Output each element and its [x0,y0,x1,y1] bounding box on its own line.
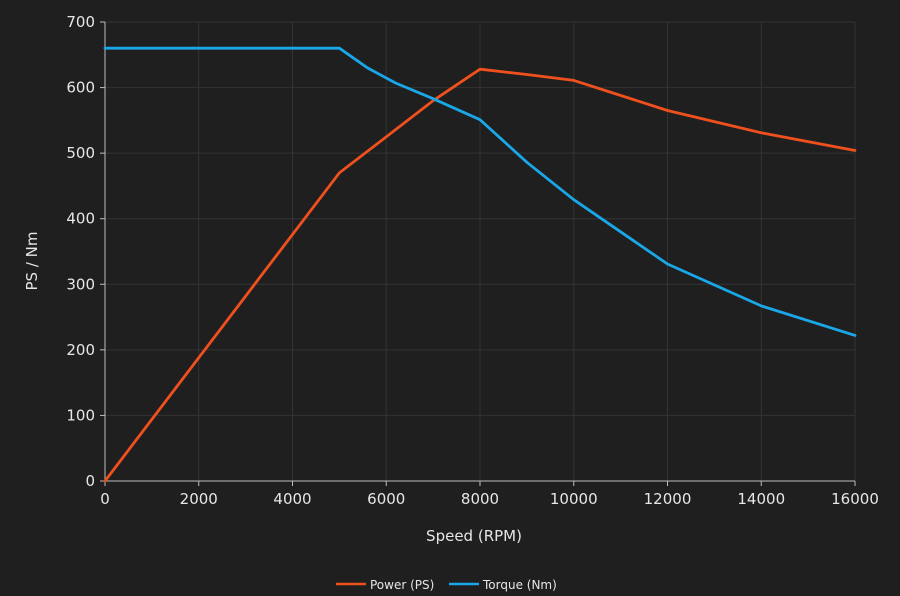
legend-label-torque: Torque (Nm) [482,578,557,592]
legend-item-torque[interactable]: Torque (Nm) [449,578,557,592]
x-tick-label-6: 12000 [644,490,692,508]
y-tick-label-5: 500 [66,144,95,162]
y-tick-label-4: 400 [66,210,95,228]
legend-label-power: Power (PS) [370,578,434,592]
x-tick-label-4: 8000 [461,490,499,508]
x-axis-title: Speed (RPM) [426,527,522,545]
series-line-power [103,67,857,483]
x-tick-label-7: 14000 [737,490,785,508]
x-tick-label-8: 16000 [831,490,879,508]
y-tick-label-1: 100 [66,406,95,424]
grid [104,21,856,482]
legend: Power (PS) Torque (Nm) [336,578,557,592]
y-axis-ticks: 0 100 200 300 400 500 600 700 [66,13,105,490]
x-axis-ticks: 0 2000 4000 6000 8000 10000 12000 14000 16000 [100,481,879,508]
series-lines [103,46,857,483]
series-line-torque [103,46,857,337]
legend-item-power[interactable]: Power (PS) [336,578,434,592]
x-tick-label-2: 4000 [273,490,311,508]
x-tick-label-0: 0 [100,490,110,508]
y-tick-label-7: 700 [66,13,95,31]
x-tick-label-5: 10000 [550,490,598,508]
y-tick-label-2: 200 [66,341,95,359]
y-axis-title: PS / Nm [23,232,41,291]
x-tick-label-1: 2000 [180,490,218,508]
x-tick-label-3: 6000 [367,490,405,508]
y-tick-label-0: 0 [85,472,95,490]
y-tick-label-3: 300 [66,275,95,293]
y-tick-label-6: 600 [66,79,95,97]
